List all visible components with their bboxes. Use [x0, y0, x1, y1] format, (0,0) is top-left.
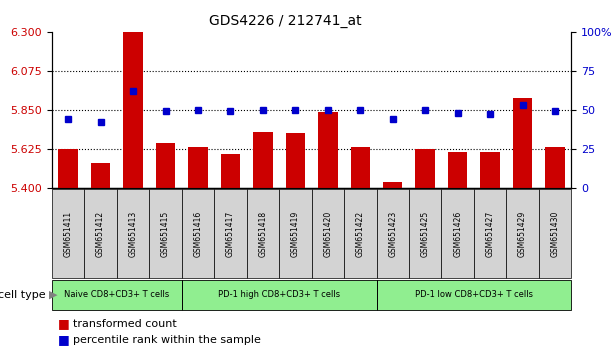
FancyBboxPatch shape	[312, 189, 344, 278]
FancyBboxPatch shape	[409, 189, 442, 278]
Text: GSM651423: GSM651423	[388, 211, 397, 257]
Text: ■: ■	[58, 333, 70, 346]
Text: GSM651430: GSM651430	[551, 210, 560, 257]
Bar	[480, 152, 500, 188]
Bar	[91, 164, 111, 188]
Text: GSM651420: GSM651420	[323, 211, 332, 257]
FancyBboxPatch shape	[247, 189, 279, 278]
Text: GSM651412: GSM651412	[96, 211, 105, 257]
FancyBboxPatch shape	[474, 189, 507, 278]
Text: GSM651416: GSM651416	[194, 211, 202, 257]
Bar	[351, 147, 370, 188]
Text: GDS4226 / 212741_at: GDS4226 / 212741_at	[210, 14, 362, 28]
Bar	[59, 149, 78, 188]
FancyBboxPatch shape	[376, 280, 571, 310]
Text: ▶: ▶	[49, 290, 57, 300]
FancyBboxPatch shape	[52, 280, 182, 310]
FancyBboxPatch shape	[376, 189, 409, 278]
FancyBboxPatch shape	[149, 189, 182, 278]
FancyBboxPatch shape	[442, 189, 474, 278]
Text: GSM651418: GSM651418	[258, 211, 268, 257]
Text: GSM651422: GSM651422	[356, 211, 365, 257]
FancyBboxPatch shape	[182, 189, 214, 278]
Bar	[448, 152, 467, 188]
FancyBboxPatch shape	[539, 189, 571, 278]
Text: PD-1 low CD8+CD3+ T cells: PD-1 low CD8+CD3+ T cells	[415, 290, 533, 299]
Text: GSM651427: GSM651427	[486, 211, 495, 257]
Bar	[318, 112, 338, 188]
FancyBboxPatch shape	[214, 189, 247, 278]
FancyBboxPatch shape	[182, 280, 376, 310]
Text: GSM651415: GSM651415	[161, 211, 170, 257]
Bar	[383, 182, 403, 188]
Bar	[415, 149, 435, 188]
FancyBboxPatch shape	[344, 189, 376, 278]
FancyBboxPatch shape	[84, 189, 117, 278]
Text: GSM651413: GSM651413	[128, 211, 137, 257]
Text: GSM651429: GSM651429	[518, 211, 527, 257]
Text: GSM651425: GSM651425	[421, 211, 430, 257]
FancyBboxPatch shape	[117, 189, 149, 278]
Text: transformed count: transformed count	[73, 319, 177, 329]
Bar	[546, 147, 565, 188]
Bar	[123, 32, 143, 188]
Bar	[253, 132, 273, 188]
Text: percentile rank within the sample: percentile rank within the sample	[73, 335, 261, 345]
Bar	[188, 147, 208, 188]
Text: PD-1 high CD8+CD3+ T cells: PD-1 high CD8+CD3+ T cells	[218, 290, 340, 299]
Bar	[221, 154, 240, 188]
FancyBboxPatch shape	[507, 189, 539, 278]
Text: ■: ■	[58, 318, 70, 330]
FancyBboxPatch shape	[52, 189, 84, 278]
Text: GSM651419: GSM651419	[291, 211, 300, 257]
Bar	[513, 98, 532, 188]
Text: GSM651417: GSM651417	[226, 211, 235, 257]
Text: cell type: cell type	[0, 290, 49, 300]
Text: GSM651411: GSM651411	[64, 211, 73, 257]
Text: GSM651426: GSM651426	[453, 211, 462, 257]
Bar	[286, 133, 305, 188]
FancyBboxPatch shape	[279, 189, 312, 278]
Bar	[156, 143, 175, 188]
Text: Naive CD8+CD3+ T cells: Naive CD8+CD3+ T cells	[64, 290, 169, 299]
